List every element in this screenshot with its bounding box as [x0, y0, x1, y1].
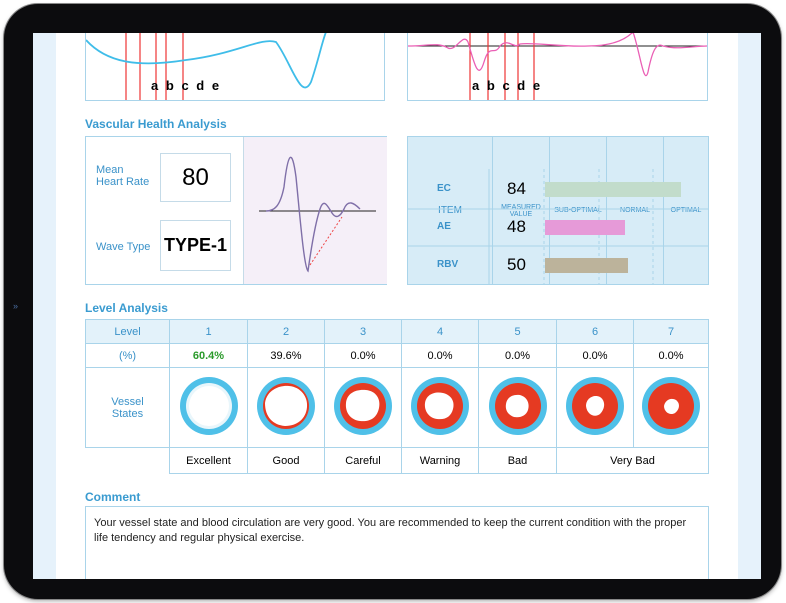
percent-6: 0.0% — [556, 343, 634, 368]
marker-e: e — [532, 78, 543, 93]
wave-type-value: TYPE-1 — [160, 220, 231, 271]
rbv-value: 50 — [507, 255, 526, 274]
vessel-icon — [488, 377, 547, 435]
pulse-markers: a b c d e — [151, 78, 221, 93]
marker-c: c — [502, 78, 512, 93]
level-2: 2 — [247, 319, 325, 344]
vascular-title: Vascular Health Analysis — [85, 117, 227, 131]
vessel-icon — [566, 377, 624, 435]
screen: a b c d e a — [33, 33, 761, 579]
percent-4: 0.0% — [401, 343, 479, 368]
state-good: Good — [247, 447, 325, 474]
vessel-4 — [401, 367, 479, 448]
accel-markers: a b c d e — [472, 78, 542, 93]
vessel-2 — [247, 367, 325, 448]
level-5: 5 — [478, 319, 557, 344]
state-excellent: Excellent — [169, 447, 248, 474]
state-careful: Careful — [324, 447, 402, 474]
marker-a: a — [151, 78, 161, 93]
ae-value: 48 — [507, 217, 526, 236]
pulse-wave-panel: a b c d e — [85, 33, 385, 101]
state-very-bad: Very Bad — [556, 447, 709, 474]
items-panel: ITEM MEASURED VALUE SUB-OPTIMAL NORMAL O… — [407, 136, 709, 285]
vessel-icon — [334, 377, 392, 435]
vessel-icon — [411, 377, 469, 435]
level-3: 3 — [324, 319, 402, 344]
level-1: 1 — [169, 319, 248, 344]
percent-3: 0.0% — [324, 343, 402, 368]
percent-1: 60.4% — [169, 343, 248, 368]
rbv-bar — [545, 258, 628, 273]
state-bad: Bad — [478, 447, 557, 474]
vessel-icon — [642, 377, 700, 435]
vessel-3 — [324, 367, 402, 448]
level-7: 7 — [633, 319, 709, 344]
percent-2: 39.6% — [247, 343, 325, 368]
marker-d: d — [517, 78, 528, 93]
comment-box: Your vessel state and blood circulation … — [85, 506, 709, 579]
mean-heart-rate-value: 80 — [160, 153, 231, 202]
level-title: Level Analysis — [85, 301, 168, 315]
marker-e: e — [211, 78, 222, 93]
ec-label: EC — [437, 183, 451, 194]
mean-heart-rate-label: Mean Heart Rate — [96, 164, 150, 188]
vessel-7 — [633, 367, 709, 448]
level-row-label: Level — [85, 319, 170, 344]
vessel-1 — [169, 367, 248, 448]
vessel-6 — [556, 367, 634, 448]
pulse-wave-chart — [86, 33, 327, 100]
camera-icon: » — [13, 301, 19, 311]
wave-type-svg — [259, 156, 376, 273]
ae-bar — [545, 220, 625, 235]
level-4: 4 — [401, 319, 479, 344]
rbv-label: RBV — [437, 259, 459, 270]
vessel-5 — [478, 367, 557, 448]
report-page: a b c d e a — [56, 33, 738, 579]
comment-text: Your vessel state and blood circulation … — [94, 517, 687, 544]
marker-d: d — [196, 78, 207, 93]
measured-header: MEASURED VALUE — [492, 136, 550, 285]
marker-c: c — [181, 78, 191, 93]
items-rows: EC 84 AE 48 RBV 50 — [407, 169, 709, 284]
item-header: ITEM — [407, 136, 493, 285]
ec-bar — [545, 182, 681, 197]
ae-label: AE — [437, 221, 451, 232]
vessel-row-label: Vessel States — [85, 367, 170, 448]
states-empty-cell — [85, 447, 170, 474]
wave-type-label: Wave Type — [96, 241, 151, 253]
wave-type-chart — [243, 137, 387, 284]
level-table: Level 1 2 3 4 5 6 7 (%) 60.4% 39.6% 0.0%… — [85, 319, 709, 474]
tablet-frame: » a b c d e — [4, 4, 781, 599]
ec-value: 84 — [507, 179, 526, 198]
optimal-header: OPTIMAL — [663, 136, 709, 285]
state-warning: Warning — [401, 447, 479, 474]
vessel-icon — [179, 377, 238, 435]
accel-wave-chart — [408, 33, 707, 100]
percent-5: 0.0% — [478, 343, 557, 368]
vessel-icon — [257, 377, 315, 435]
marker-b: b — [165, 78, 176, 93]
marker-a: a — [472, 78, 482, 93]
comment-title: Comment — [85, 490, 141, 504]
marker-b: b — [486, 78, 497, 93]
percent-row-label: (%) — [85, 343, 170, 368]
level-6: 6 — [556, 319, 634, 344]
accel-wave-panel: a b c d e — [407, 33, 708, 101]
vascular-panel: Mean Heart Rate 80 Wave Type TYPE-1 — [85, 136, 387, 285]
percent-7: 0.0% — [633, 343, 709, 368]
